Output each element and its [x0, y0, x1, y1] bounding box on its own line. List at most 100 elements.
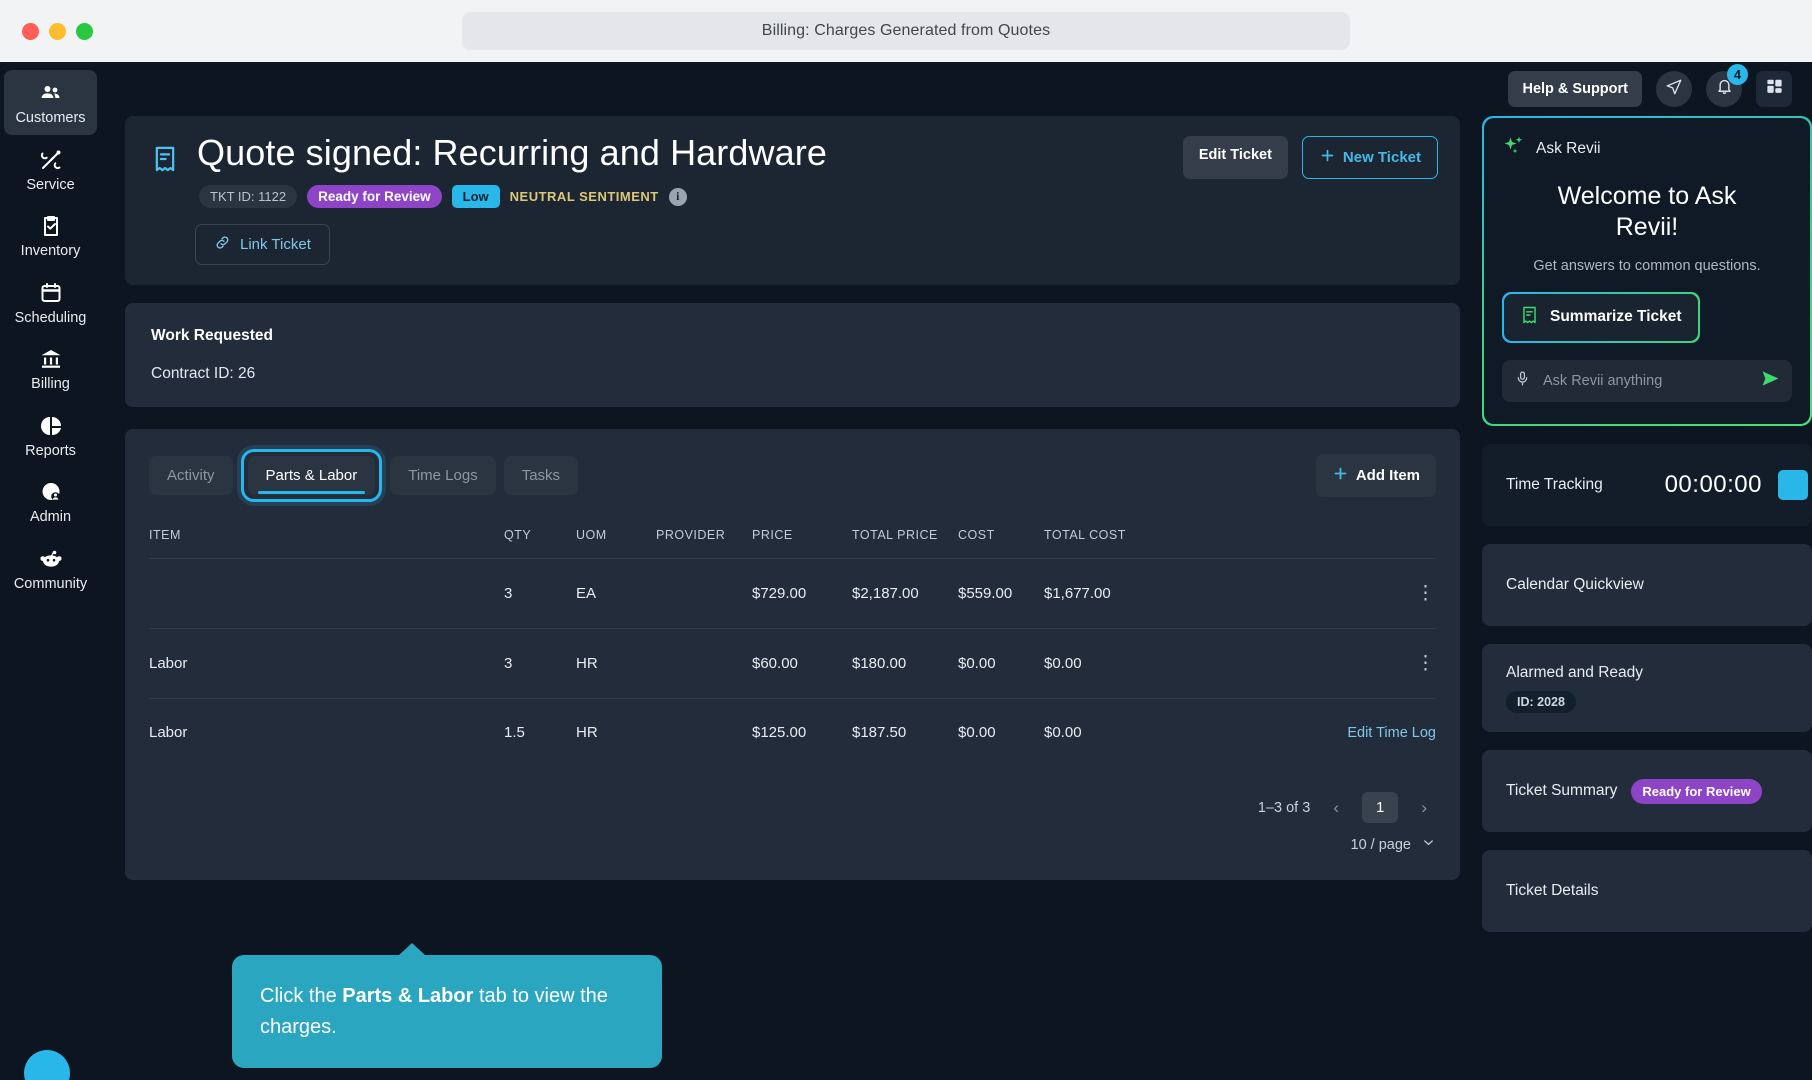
sidebar-item-reports[interactable]: Reports	[4, 403, 97, 468]
ask-revii-heading: Welcome to Ask Revii!	[1557, 182, 1737, 242]
pagination-prev-button[interactable]: ‹	[1333, 797, 1339, 817]
add-item-label: Add Item	[1355, 467, 1420, 485]
plus-icon	[1332, 465, 1349, 486]
cell-total-price: $180.00	[852, 628, 958, 699]
paper-plane-button[interactable]	[1656, 71, 1692, 107]
page-size-select[interactable]: 10 / page	[149, 835, 1436, 854]
tab-time-logs[interactable]: Time Logs	[390, 456, 496, 496]
add-item-button[interactable]: Add Item	[1315, 454, 1436, 498]
microphone-icon[interactable]	[1514, 370, 1531, 392]
receipt-icon	[1520, 304, 1539, 331]
ask-revii-input[interactable]: Ask Revii anything	[1502, 360, 1792, 402]
help-support-button[interactable]: Help & Support	[1508, 71, 1642, 107]
link-ticket-button[interactable]: Link Ticket	[195, 224, 330, 266]
maximize-window-button[interactable]	[76, 22, 93, 40]
user-shield-icon	[39, 480, 63, 504]
work-requested-card: Work Requested Contract ID: 26	[125, 303, 1460, 408]
cell-total-cost: $0.00	[1044, 698, 1174, 767]
close-window-button[interactable]	[22, 22, 39, 40]
cell-total-price: $187.50	[852, 698, 958, 767]
cell-item: Labor	[149, 628, 504, 699]
edit-time-log-link[interactable]: Edit Time Log	[1347, 725, 1436, 742]
cell-qty: 3	[504, 558, 576, 629]
ticket-summary-item[interactable]: Ticket Summary Ready for Review	[1482, 750, 1812, 832]
work-requested-title: Work Requested	[151, 327, 274, 345]
sidebar-item-billing[interactable]: Billing	[4, 336, 97, 401]
sidebar-item-inventory[interactable]: Inventory	[4, 203, 97, 268]
primary-sidebar: Customers Service Inventory	[0, 62, 101, 1080]
cell-provider	[656, 558, 752, 629]
plus-icon	[1319, 147, 1336, 168]
apps-grid-icon	[1765, 77, 1784, 101]
cell-qty: 3	[504, 628, 576, 699]
receipt-icon	[151, 142, 179, 181]
minimize-window-button[interactable]	[49, 22, 66, 40]
window-title[interactable]: Billing: Charges Generated from Quotes	[462, 12, 1350, 50]
cell-total-cost: $0.00	[1044, 628, 1174, 699]
bell-icon	[1715, 77, 1734, 101]
tab-tasks[interactable]: Tasks	[503, 456, 579, 496]
ask-revii-brand: Ask Revii	[1502, 134, 1792, 163]
charges-panel: Activity Parts & Labor Time Logs Tasks A…	[125, 429, 1460, 1069]
col-qty: QTY	[504, 528, 532, 543]
cell-actions: ⋮	[1174, 558, 1436, 629]
calendar-quickview-item[interactable]: Calendar Quickview	[1482, 544, 1812, 626]
center-column: Help & Support 4	[24, 62, 1812, 1080]
sidebar-item-scheduling[interactable]: Scheduling	[4, 270, 97, 335]
link-icon	[214, 234, 231, 255]
cell-actions: Edit Time Log	[1174, 698, 1436, 767]
info-icon[interactable]: i	[668, 187, 687, 206]
sidebar-label: Inventory	[20, 243, 81, 259]
notifications-button[interactable]: 4	[1706, 64, 1748, 107]
sidebar-item-customers[interactable]: Customers	[4, 70, 97, 135]
cell-cost: $0.00	[958, 698, 1044, 767]
edit-ticket-button[interactable]: Edit Ticket	[1182, 136, 1288, 179]
ticket-header-card: Quote signed: Recurring and Hardware TKT…	[125, 116, 1460, 286]
sidebar-item-service[interactable]: Service	[4, 137, 97, 202]
table-row[interactable]: 3 EA $729.00 $2,187.00 $559.00 $1,677.00…	[149, 558, 1436, 629]
notification-badge: 4	[1727, 64, 1748, 85]
ticket-meta: TKT ID: 1122 Ready for Review Low NEUTRA…	[199, 184, 827, 209]
sidebar-item-admin[interactable]: Admin	[4, 469, 97, 534]
sentiment-label: NEUTRAL SENTIMENT	[509, 189, 659, 205]
page-title: Quote signed: Recurring and Hardware	[197, 132, 827, 173]
cell-cost: $559.00	[958, 558, 1044, 629]
clipboard-check-icon	[39, 214, 63, 238]
ask-revii-subtitle: Get answers to common questions.	[1533, 257, 1761, 274]
app-root: Customers Service Inventory	[0, 62, 1812, 1080]
sidebar-item-community[interactable]: Community	[4, 536, 97, 601]
table-header-row: ITEM QTY UOM PROVIDER PRICE TOTAL PRICE …	[149, 528, 1436, 559]
ticket-id-chip: TKT ID: 1122	[199, 185, 298, 209]
alarmed-and-ready-item[interactable]: Alarmed and Ready ID: 2028	[1482, 644, 1812, 732]
table-row[interactable]: Labor 1.5 HR $125.00 $187.50 $0.00 $0.00…	[149, 698, 1436, 767]
floating-action-button[interactable]	[24, 1050, 70, 1080]
tab-parts-and-labor[interactable]: Parts & Labor	[247, 456, 376, 496]
apps-grid-button[interactable]	[1756, 71, 1792, 107]
send-icon[interactable]	[1761, 369, 1780, 393]
status-badge[interactable]: Ready for Review	[307, 184, 442, 209]
col-actions	[1174, 528, 1436, 559]
pagination-page-1[interactable]: 1	[1361, 792, 1399, 824]
paper-plane-icon	[1665, 78, 1683, 101]
row-menu-icon[interactable]: ⋮	[1416, 583, 1436, 605]
col-total-price: TOTAL PRICE	[852, 528, 938, 543]
priority-badge[interactable]: Low	[451, 185, 500, 209]
traffic-lights	[22, 22, 93, 40]
ticket-details-item[interactable]: Ticket Details	[1482, 850, 1812, 932]
time-tracking-start-button[interactable]	[1778, 470, 1808, 500]
pagination-next-button[interactable]: ›	[1421, 797, 1427, 817]
right-sidebar: Ask Revii Welcome to Ask Revii! Get answ…	[1482, 116, 1812, 1080]
tab-activity[interactable]: Activity	[149, 456, 233, 496]
summarize-ticket-button[interactable]: Summarize Ticket	[1504, 293, 1698, 341]
main-content: Quote signed: Recurring and Hardware TKT…	[101, 116, 1482, 1080]
sidebar-label: Reports	[25, 442, 76, 459]
summarize-ticket-label: Summarize Ticket	[1550, 308, 1682, 325]
callout-prefix: Click the	[260, 985, 343, 1008]
cell-provider	[656, 698, 752, 767]
new-ticket-label: New Ticket	[1342, 149, 1421, 166]
row-menu-icon[interactable]: ⋮	[1416, 653, 1436, 675]
time-tracking-item[interactable]: Time Tracking 00:00:00	[1482, 444, 1812, 526]
cell-qty: 1.5	[504, 698, 576, 767]
new-ticket-button[interactable]: New Ticket	[1301, 136, 1438, 179]
table-row[interactable]: Labor 3 HR $60.00 $180.00 $0.00 $0.00 ⋮	[149, 628, 1436, 699]
